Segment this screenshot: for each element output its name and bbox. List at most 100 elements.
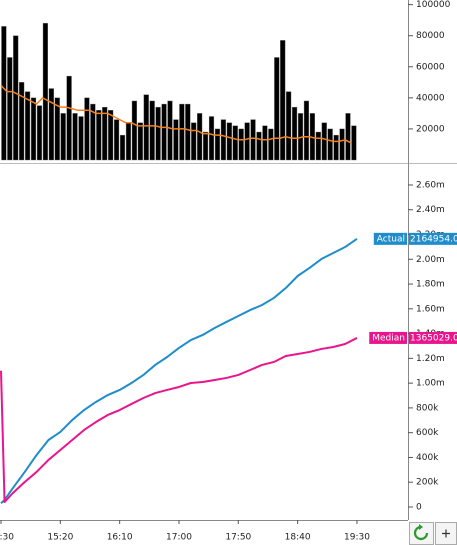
- bar: [131, 100, 137, 161]
- series-line: [0, 337, 358, 504]
- y-tick-label: 100000: [416, 0, 451, 10]
- y-tick-label: 1.00m: [416, 379, 445, 389]
- bar: [286, 91, 292, 161]
- bar: [292, 106, 298, 161]
- series-line: [0, 238, 358, 505]
- y-tick-label: 0: [416, 502, 422, 512]
- bar: [1, 26, 7, 161]
- x-tick-label: 17:50: [225, 533, 251, 543]
- add-button[interactable]: [435, 522, 457, 545]
- bar: [208, 116, 215, 161]
- y-tick-label: 200k: [416, 478, 439, 488]
- bar: [149, 100, 155, 161]
- bar: [13, 35, 19, 161]
- x-tick-label: 19:30: [344, 533, 370, 543]
- bar: [90, 103, 96, 161]
- bar: [25, 91, 31, 161]
- x-tick-label: 18:40: [285, 533, 311, 543]
- bar: [315, 131, 321, 161]
- bar: [274, 57, 280, 161]
- bar: [333, 134, 339, 161]
- end-value-box: [409, 331, 457, 344]
- refresh-icon-arrow: [419, 524, 423, 530]
- bar: [226, 122, 232, 161]
- bar: [185, 103, 191, 161]
- bar: [303, 100, 310, 161]
- bar: [220, 119, 226, 161]
- bar: [30, 97, 37, 161]
- add-icon: [442, 529, 450, 538]
- y-tick-label: 2.60m: [416, 180, 445, 190]
- legend-label: Median: [372, 333, 405, 343]
- y-tick-label: 2.00m: [416, 255, 445, 265]
- bar: [119, 134, 126, 161]
- end-value-label: 1365029.00: [410, 333, 457, 343]
- legend-box: [373, 232, 407, 245]
- bar: [280, 40, 286, 161]
- y-tick-label: 1.20m: [416, 354, 445, 364]
- bar: [60, 113, 66, 161]
- bar: [102, 106, 108, 161]
- bar: [48, 88, 54, 161]
- bar: [137, 122, 143, 161]
- y-tick-label: 800k: [416, 403, 439, 413]
- bar: [96, 110, 102, 161]
- y-tick-label: 40000: [416, 93, 445, 103]
- bar: [191, 122, 197, 161]
- y-tick-label: 1.60m: [416, 304, 445, 314]
- bar: [78, 116, 84, 161]
- bar: [214, 128, 221, 161]
- bar: [351, 125, 357, 161]
- bar: [339, 128, 345, 161]
- bar: [179, 103, 185, 161]
- bar: [66, 75, 72, 161]
- y-tick-label: 80000: [416, 31, 445, 41]
- bar: [84, 97, 90, 161]
- bar: [232, 125, 238, 161]
- end-value-box: [409, 232, 457, 245]
- bar: [238, 128, 244, 161]
- x-tick-label: 14:30: [0, 533, 14, 543]
- end-value-label: 2164954.00: [410, 234, 457, 244]
- bar: [256, 131, 262, 161]
- bar: [321, 122, 327, 161]
- bar: [125, 122, 132, 161]
- bar: [54, 97, 60, 161]
- x-tick-label: 16:10: [107, 533, 133, 543]
- x-tick-label: 15:20: [47, 533, 73, 543]
- bar: [72, 113, 78, 161]
- y-tick-label: 20000: [416, 124, 445, 134]
- y-tick-label: 600k: [416, 428, 439, 438]
- y-tick-label: 60000: [416, 62, 445, 72]
- y-tick-label: 400k: [416, 453, 439, 463]
- bar: [268, 128, 274, 161]
- refresh-icon: [413, 525, 429, 541]
- y-tick-label: 2.40m: [416, 205, 445, 215]
- bar: [327, 128, 333, 161]
- series-line: [0, 84, 352, 144]
- bar: [19, 82, 25, 161]
- bar: [7, 57, 13, 161]
- bar: [345, 113, 351, 161]
- refresh-button-frame[interactable]: [409, 522, 434, 545]
- legend-label: Actual: [377, 234, 405, 244]
- y-tick-label: 1.80m: [416, 280, 445, 290]
- bar: [262, 125, 268, 161]
- bar: [155, 106, 161, 161]
- bar: [161, 103, 167, 161]
- bar: [143, 94, 149, 161]
- bar: [114, 119, 120, 161]
- refresh-button[interactable]: [409, 522, 434, 545]
- bar: [36, 105, 43, 161]
- x-tick-label: 17:00: [166, 533, 192, 543]
- bar: [250, 119, 256, 161]
- bar: [244, 122, 250, 161]
- bar: [108, 110, 114, 161]
- bar: [173, 119, 179, 161]
- bar: [203, 131, 209, 161]
- legend-box: [369, 331, 407, 344]
- bar: [42, 23, 48, 161]
- bar: [197, 113, 203, 161]
